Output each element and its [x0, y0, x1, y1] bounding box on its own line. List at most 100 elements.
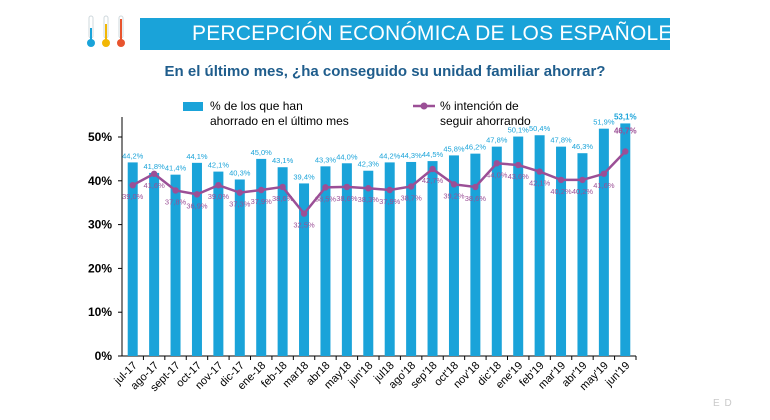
- legend-bar-label-line2: ahorrado en el último mes: [210, 114, 349, 128]
- bar-data-label: 53,1%: [614, 112, 637, 121]
- bar: [341, 163, 352, 356]
- line-data-label: 38,6%: [336, 194, 358, 203]
- title-banner: PERCEPCIÓN ECONÓMICA DE LOS ESPAÑOLES: [140, 18, 687, 50]
- bar: [491, 146, 502, 356]
- bar: [620, 123, 631, 356]
- bar: [256, 158, 267, 356]
- line-data-label: 40,2%: [550, 187, 572, 196]
- y-tick-label: 50%: [88, 130, 112, 144]
- line-point: [557, 176, 565, 184]
- bar: [234, 179, 245, 356]
- y-tick-label: 40%: [88, 174, 112, 188]
- line-data-label: 39,0%: [208, 192, 230, 201]
- bar-data-label: 41,8%: [143, 162, 165, 171]
- bar-data-label: 46,3%: [572, 142, 594, 151]
- bar: [427, 161, 438, 356]
- line-point: [472, 183, 479, 191]
- watermark: E D: [713, 398, 733, 409]
- legend-bar-swatch: [183, 102, 203, 111]
- bar-data-label: 44,3%: [400, 151, 422, 160]
- bar: [534, 135, 545, 356]
- line-data-label: 41,6%: [593, 181, 615, 190]
- line-data-label: 37,8%: [165, 197, 187, 206]
- line-data-label: 37,9%: [379, 197, 401, 206]
- line-point: [536, 168, 543, 175]
- bar-data-label: 43,3%: [315, 155, 337, 164]
- bar: [406, 161, 417, 356]
- line-point: [429, 165, 436, 173]
- line-data-label: 38,7%: [400, 193, 422, 202]
- line-point: [129, 181, 136, 189]
- thermometer-blue-icon: [87, 15, 95, 47]
- chart-subtitle: En el último mes, ¿ha conseguido su unid…: [164, 63, 606, 80]
- line-data-label: 38,6%: [272, 194, 294, 203]
- line-point: [215, 181, 222, 189]
- y-tick-label: 0%: [95, 349, 113, 363]
- line-data-label: 44,0%: [486, 170, 508, 179]
- x-tick-label: jun'19: [603, 360, 633, 390]
- bar-data-label: 42,1%: [208, 161, 230, 170]
- legend-line-label-line2: seguir ahorrando: [440, 114, 531, 128]
- bar: [513, 136, 524, 356]
- bar-data-label: 50,4%: [529, 124, 551, 133]
- line-point: [300, 210, 308, 217]
- line-point: [193, 191, 201, 198]
- bar: [191, 162, 202, 356]
- bar-data-label: 44,1%: [186, 152, 208, 161]
- bar: [320, 166, 331, 356]
- bar-data-label: 45,0%: [251, 148, 273, 157]
- line-point: [515, 161, 522, 169]
- line-point: [236, 189, 243, 196]
- line-point: [150, 170, 158, 177]
- line-data-label: 37,3%: [229, 200, 251, 209]
- line-point: [407, 183, 415, 190]
- page-title: PERCEPCIÓN ECONÓMICA DE LOS ESPAÑOLES: [192, 22, 687, 45]
- thermometer-yellow-icon: [102, 15, 110, 47]
- bar-data-label: 43,1%: [272, 156, 294, 165]
- bar-data-label: 44,2%: [379, 151, 401, 160]
- bar-data-label: 40,3%: [229, 168, 251, 177]
- bar-data-label: 46,2%: [465, 143, 487, 152]
- line-data-label: 38,3%: [358, 195, 380, 204]
- line-data-label: 37,9%: [251, 197, 273, 206]
- line-point: [600, 170, 608, 177]
- line-data-label: 42,7%: [422, 176, 444, 185]
- bar-data-label: 39,4%: [293, 172, 315, 181]
- bar: [149, 172, 160, 356]
- line-data-label: 38,5%: [315, 194, 337, 203]
- bar-data-label: 45,8%: [443, 144, 465, 153]
- line-point: [279, 183, 286, 191]
- line-data-label: 41,6%: [143, 181, 165, 190]
- line-point: [622, 148, 629, 155]
- bar: [277, 167, 288, 356]
- bar-data-label: 44,2%: [122, 151, 144, 160]
- y-tick-label: 30%: [88, 218, 112, 232]
- line-point: [322, 184, 329, 191]
- x-tick-label: jun'18: [346, 360, 376, 390]
- bar: [598, 128, 609, 356]
- line-point: [450, 181, 458, 188]
- bar: [448, 155, 459, 356]
- y-tick-label: 20%: [88, 261, 112, 275]
- bar: [299, 183, 310, 356]
- line-point: [493, 160, 500, 167]
- line-point: [579, 176, 586, 184]
- bar: [556, 146, 567, 356]
- bar-data-label: 44,5%: [422, 150, 444, 159]
- bar: [363, 170, 374, 356]
- line-data-label: 39,2%: [443, 191, 465, 200]
- bar: [470, 153, 481, 356]
- line-point: [365, 185, 372, 192]
- line-point: [258, 186, 265, 194]
- bar-data-label: 47,8%: [550, 136, 572, 145]
- line-data-label: 38,6%: [465, 194, 487, 203]
- bar-data-label: 41,4%: [165, 164, 187, 173]
- bar-data-label: 51,9%: [593, 118, 615, 127]
- thermometer-red-icon: [117, 15, 125, 47]
- bar: [577, 153, 588, 356]
- bar-data-label: 44,0%: [336, 152, 358, 161]
- legend-bar-label-line1: % de los que han: [210, 99, 303, 113]
- y-tick-label: 10%: [88, 305, 112, 319]
- bar-data-label: 50,1%: [508, 126, 530, 135]
